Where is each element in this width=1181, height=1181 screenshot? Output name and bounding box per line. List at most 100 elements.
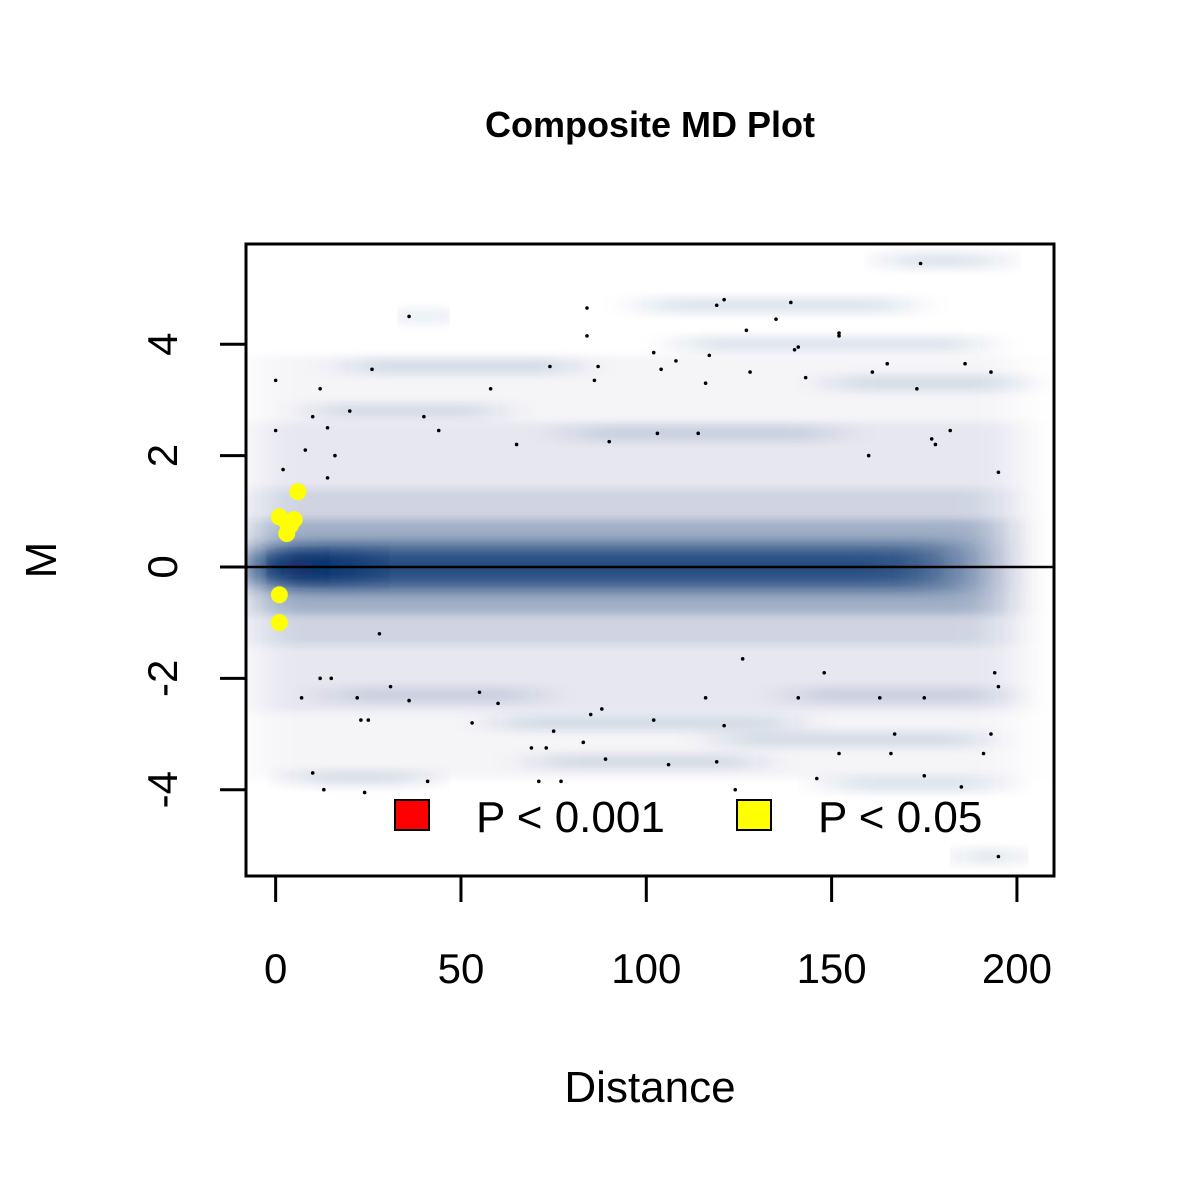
outlier-point xyxy=(814,776,819,781)
x-tick-label: 0 xyxy=(264,945,287,992)
outlier-point xyxy=(544,746,549,750)
outlier-point xyxy=(347,409,352,413)
outlier-point xyxy=(537,779,541,784)
outlier-point xyxy=(922,696,927,700)
y-tick-label: 2 xyxy=(139,444,186,467)
outlier-point xyxy=(310,771,315,775)
outlier-point xyxy=(989,370,993,374)
outlier-point xyxy=(581,740,586,745)
outlier-point xyxy=(607,439,612,444)
outlier-point xyxy=(359,718,363,722)
outlier-point xyxy=(996,684,1001,689)
outlier-point xyxy=(992,670,997,675)
outlier-point xyxy=(585,334,589,338)
legend: P < 0.001 P < 0.05 xyxy=(394,793,982,842)
legend-swatch-red xyxy=(394,799,430,831)
outlier-point xyxy=(310,414,315,419)
outlier-point xyxy=(892,732,897,736)
outlier-point xyxy=(837,334,841,338)
density-streak xyxy=(294,770,424,787)
y-tick-label: -2 xyxy=(139,660,186,697)
outlier-point xyxy=(603,757,608,761)
outlier-point xyxy=(370,367,374,372)
outlier-point xyxy=(333,453,337,458)
significant-point xyxy=(270,614,288,632)
outlier-point xyxy=(837,331,841,335)
outlier-point xyxy=(325,476,330,480)
outlier-point xyxy=(703,381,708,386)
outlier-point xyxy=(436,428,441,433)
outlier-point xyxy=(885,361,890,366)
density-streak xyxy=(887,252,999,269)
outlier-point xyxy=(299,696,304,700)
outlier-point xyxy=(659,367,663,372)
x-tick-label: 150 xyxy=(797,945,867,992)
outlier-point xyxy=(748,370,752,374)
outlier-point xyxy=(496,701,500,706)
outlier-point xyxy=(559,779,563,784)
density-cloud xyxy=(257,252,1017,865)
outlier-point xyxy=(329,676,334,681)
significant-point xyxy=(278,525,296,543)
density-streak xyxy=(831,375,1017,392)
outlier-point xyxy=(796,345,801,349)
significant-point xyxy=(289,483,307,501)
outlier-point xyxy=(488,386,493,391)
outlier-point xyxy=(551,729,556,734)
outlier-point xyxy=(722,297,726,302)
density-streak xyxy=(331,687,536,704)
outlier-point xyxy=(303,448,308,452)
outlier-point xyxy=(989,732,993,736)
density-streak xyxy=(646,297,906,314)
outlier-point xyxy=(470,721,474,725)
density-streak xyxy=(572,425,832,442)
outlier-point xyxy=(377,631,382,636)
y-tick-label: -4 xyxy=(139,771,186,808)
outlier-point xyxy=(981,751,986,756)
density-streak xyxy=(535,753,758,770)
density-streak xyxy=(720,731,980,748)
outlier-point xyxy=(651,350,656,355)
outlier-point xyxy=(877,696,882,700)
outlier-point xyxy=(407,314,411,319)
chart-title: Composite MD Plot xyxy=(485,104,815,145)
outlier-point xyxy=(870,370,875,374)
outlier-point xyxy=(948,428,953,433)
y-tick-label: 4 xyxy=(139,333,186,356)
y-axis: -4 -2 0 2 4 xyxy=(139,333,248,808)
outlier-point xyxy=(722,723,726,728)
outlier-point xyxy=(792,347,797,352)
outlier-point xyxy=(318,676,322,681)
legend-label-red: P < 0.001 xyxy=(476,793,665,842)
x-tick-label: 200 xyxy=(982,945,1052,992)
y-axis-label: M xyxy=(17,542,66,579)
outlier-point xyxy=(996,470,1001,475)
outlier-point xyxy=(918,261,923,266)
outlier-point xyxy=(281,467,285,472)
density-streak xyxy=(683,336,980,353)
density-streak xyxy=(831,776,999,793)
outlier-point xyxy=(318,386,322,391)
outlier-point xyxy=(422,414,426,419)
outlier-point xyxy=(789,300,793,305)
outlier-point xyxy=(548,364,552,369)
x-tick-label: 100 xyxy=(611,945,681,992)
outlier-point xyxy=(733,787,738,792)
outlier-point xyxy=(588,712,593,717)
outlier-point xyxy=(355,696,359,700)
significant-point xyxy=(270,586,288,604)
density-streak xyxy=(794,687,999,704)
outlier-point xyxy=(655,431,660,436)
outlier-point xyxy=(362,790,367,795)
legend-swatch-yellow xyxy=(736,799,772,831)
outlier-point xyxy=(963,361,967,366)
outlier-point xyxy=(425,779,430,784)
outlier-point xyxy=(922,773,927,778)
outlier-point xyxy=(366,718,371,722)
outlier-point xyxy=(714,760,719,764)
density-streak xyxy=(961,848,1017,865)
x-axis-label: Distance xyxy=(564,1063,735,1112)
outlier-point xyxy=(740,657,745,661)
outlier-point xyxy=(674,359,678,363)
